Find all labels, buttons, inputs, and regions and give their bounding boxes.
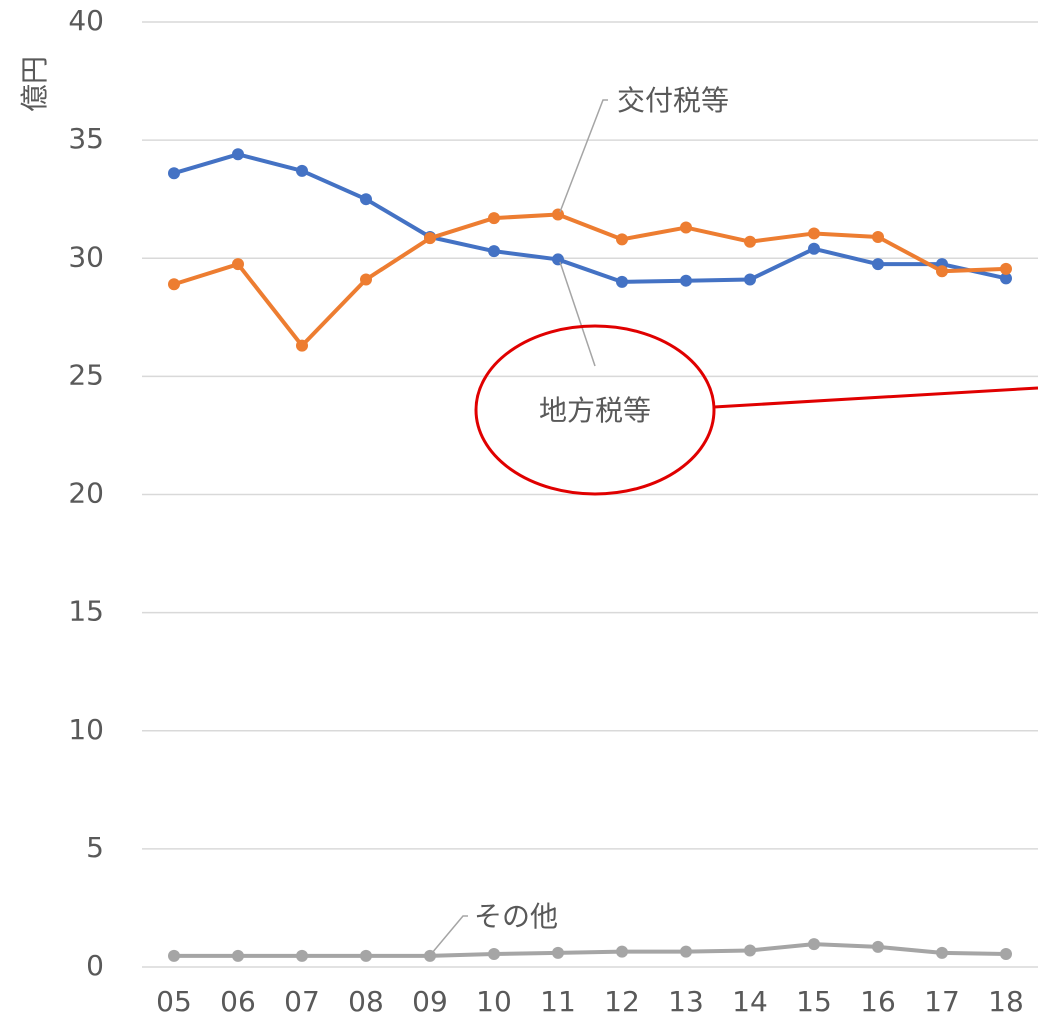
data-point: [232, 949, 244, 962]
series-line: [174, 942, 1007, 958]
series-label: その他: [474, 900, 558, 933]
data-point: [808, 242, 820, 255]
data-point: [488, 245, 500, 258]
x-tick-label: 13: [668, 985, 704, 1018]
data-point: [808, 938, 820, 951]
data-point: [360, 193, 372, 206]
x-tick-label: 12: [604, 985, 640, 1018]
data-point: [552, 946, 564, 959]
x-tick-label: 06: [220, 985, 256, 1018]
data-point: [680, 274, 692, 287]
data-point: [872, 258, 884, 271]
y-tick-label: 15: [68, 595, 104, 628]
x-tick-label: 11: [540, 985, 576, 1018]
y-tick-label: 20: [68, 477, 104, 510]
x-tick-label: 14: [732, 985, 768, 1018]
series-line: [173, 152, 1007, 284]
x-tick-label: 07: [284, 985, 320, 1018]
data-point: [296, 339, 308, 352]
data-point: [168, 278, 180, 291]
data-point: [680, 221, 692, 234]
highlight-ellipse: [474, 324, 716, 496]
x-tick-label: 15: [796, 985, 832, 1018]
data-point: [424, 232, 436, 245]
y-tick-label: 10: [68, 713, 104, 746]
data-point: [552, 208, 564, 221]
data-point: [1000, 262, 1012, 275]
x-tick-label: 17: [924, 985, 960, 1018]
data-point: [680, 945, 692, 958]
series-label: 交付税等: [617, 84, 729, 117]
leader-line: [559, 99, 608, 213]
series-label: 地方税等: [539, 394, 651, 427]
y-tick-label: 0: [86, 949, 104, 982]
data-point: [424, 949, 436, 962]
data-point: [616, 233, 628, 246]
data-point: [168, 167, 180, 180]
y-tick-label: 40: [68, 4, 104, 37]
data-point: [616, 275, 628, 288]
y-tick-label: 35: [68, 122, 104, 155]
leader-line: [431, 915, 468, 954]
data-point: [808, 227, 820, 240]
x-tick-label: 09: [412, 985, 448, 1018]
y-tick-label: 25: [68, 358, 104, 391]
x-tick-label: 16: [860, 985, 896, 1018]
data-point: [232, 148, 244, 161]
data-point: [360, 949, 372, 962]
x-tick-label: 05: [156, 985, 192, 1018]
data-point: [296, 949, 308, 962]
data-point: [552, 253, 564, 266]
data-point: [744, 944, 756, 957]
data-point: [744, 273, 756, 286]
data-point: [168, 949, 180, 962]
x-tick-label: 08: [348, 985, 384, 1018]
data-point: [232, 258, 244, 271]
data-point: [616, 945, 628, 958]
data-point: [744, 235, 756, 248]
data-point: [296, 164, 308, 177]
data-point: [936, 265, 948, 278]
data-point: [872, 940, 884, 953]
x-tick-label: 10: [476, 985, 512, 1018]
y-axis-label: 億円: [18, 56, 51, 112]
data-point: [1000, 948, 1012, 961]
data-point: [1000, 272, 1012, 285]
data-point: [872, 230, 884, 243]
y-tick-label: 5: [86, 831, 104, 864]
x-tick-label: 18: [988, 985, 1024, 1018]
data-point: [488, 212, 500, 225]
series-line: [173, 212, 1007, 348]
data-point: [488, 948, 500, 961]
leader-line: [559, 261, 596, 367]
highlight-line: [713, 386, 1038, 409]
y-tick-label: 30: [68, 240, 104, 273]
data-point: [936, 946, 948, 959]
data-point: [360, 273, 372, 286]
